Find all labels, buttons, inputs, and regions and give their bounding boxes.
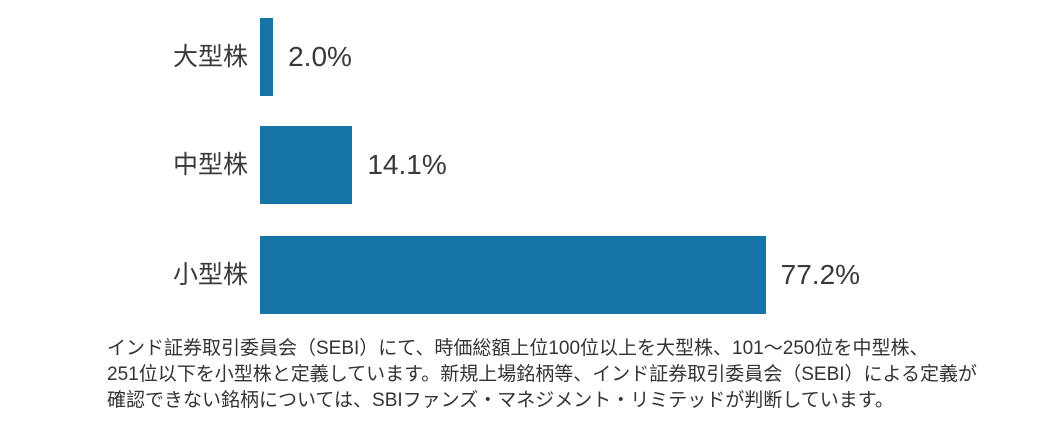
bar-large-cap — [260, 18, 274, 96]
value-label-small-cap: 77.2% — [780, 259, 861, 290]
market-cap-bar-chart: 大型株 2.0% 中型株 14.1% 小型株 77.2% — [0, 18, 860, 314]
bar-row-large-cap: 大型株 2.0% — [0, 18, 352, 96]
footnote-line-1: インド証券取引委員会（SEBI）にて、時価総額上位100位以上を大型株、101～… — [107, 338, 929, 359]
footnote-line-2: 251位以下を小型株と定義しています。新規上場銘柄等、インド証券取引委員会（SE… — [107, 364, 977, 385]
category-label-mid-cap: 中型株 — [172, 151, 248, 179]
footnote: インド証券取引委員会（SEBI）にて、時価総額上位100位以上を大型株、101～… — [107, 336, 977, 414]
value-label-large-cap: 2.0% — [288, 41, 352, 72]
bar-row-mid-cap: 中型株 14.1% — [0, 126, 447, 204]
category-label-large-cap: 大型株 — [172, 43, 248, 71]
bar-small-cap — [260, 236, 766, 314]
category-label-small-cap: 小型株 — [172, 261, 248, 289]
footnote-line-3: 確認できない銘柄については、SBIファンズ・マネジメント・リミテッドが判断してい… — [107, 390, 894, 411]
value-label-mid-cap: 14.1% — [367, 149, 447, 180]
bar-row-small-cap: 小型株 77.2% — [0, 236, 860, 314]
bar-mid-cap — [260, 126, 353, 204]
